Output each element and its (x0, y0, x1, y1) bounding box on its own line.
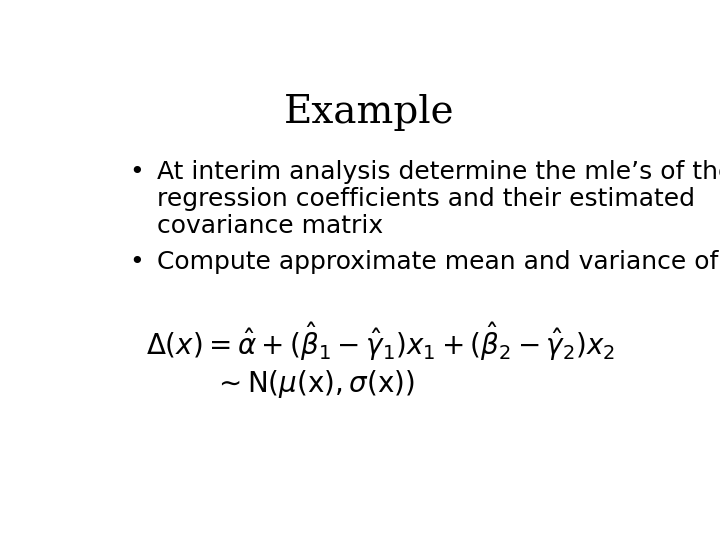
Text: regression coefficients and their estimated: regression coefficients and their estima… (157, 187, 695, 212)
Text: $\Delta(x) = \hat{\alpha} + (\hat{\beta}_1 - \hat{\gamma}_1)x_1 + (\hat{\beta}_2: $\Delta(x) = \hat{\alpha} + (\hat{\beta}… (145, 321, 615, 363)
Text: •: • (129, 250, 144, 274)
Text: •: • (129, 160, 144, 185)
Text: At interim analysis determine the mle’s of the: At interim analysis determine the mle’s … (157, 160, 720, 185)
Text: Example: Example (284, 94, 454, 131)
Text: $\sim \mathrm{N}(\mu(\mathrm{x}), \sigma(\mathrm{x}))$: $\sim \mathrm{N}(\mu(\mathrm{x}), \sigma… (213, 368, 415, 400)
Text: covariance matrix: covariance matrix (157, 214, 383, 239)
Text: Compute approximate mean and variance of: Compute approximate mean and variance of (157, 250, 719, 274)
